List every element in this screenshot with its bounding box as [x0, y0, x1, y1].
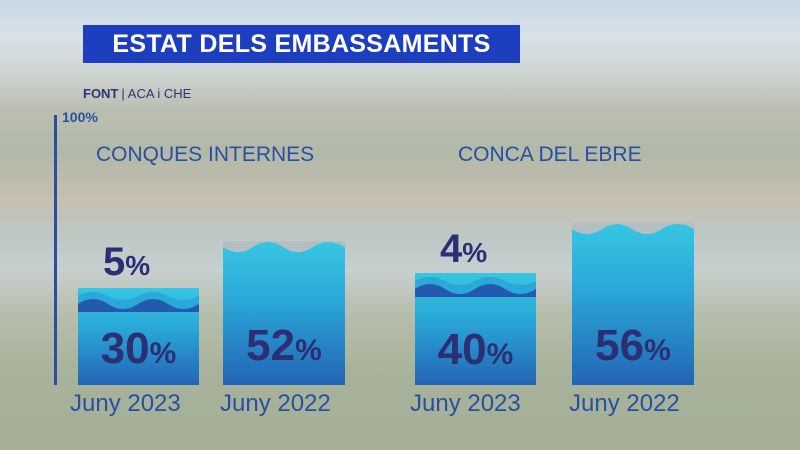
bar-ebre-2022: 56%	[572, 223, 694, 385]
page-title: ESTAT DELS EMBASSAMENTS	[83, 25, 520, 63]
bar-value: 52%	[223, 321, 345, 371]
bar-value: 40%	[415, 325, 536, 375]
bar-conques-2023: 30%	[78, 288, 199, 385]
y-axis-max-label: 100%	[62, 109, 98, 125]
bar-date-label: Juny 2023	[70, 390, 181, 417]
source-credit: FONT | ACA i CHE	[83, 86, 191, 101]
wave-icon	[415, 277, 536, 297]
drop-annotation-ebre: 4%	[440, 227, 487, 272]
bar-date-label: Juny 2022	[569, 390, 680, 417]
bar-date-label: Juny 2022	[220, 390, 331, 417]
y-axis-line	[54, 115, 57, 385]
source-value: ACA i CHE	[127, 86, 192, 101]
source-label: FONT	[83, 86, 119, 101]
title-text: ESTAT DELS EMBASSAMENTS	[112, 29, 491, 58]
basin-title-conques-internes: CONQUES INTERNES	[96, 143, 315, 166]
source-separator: |	[121, 86, 125, 101]
drop-value: 5	[103, 240, 126, 284]
drop-annotation-conques: 5%	[103, 240, 150, 285]
bar-unit: %	[486, 338, 514, 371]
bar-date-label: Juny 2023	[410, 390, 521, 417]
bar-number: 30	[100, 324, 150, 373]
drop-unit: %	[462, 237, 488, 268]
bar-number: 52	[246, 321, 296, 370]
wave-icon	[572, 223, 694, 234]
wave-icon	[78, 292, 199, 312]
wave-icon	[223, 241, 345, 252]
bar-unit: %	[149, 337, 177, 370]
bar-conques-2022: 52%	[223, 241, 345, 385]
bar-number: 40	[437, 325, 487, 374]
drop-value: 4	[440, 227, 463, 271]
bar-number: 56	[595, 321, 645, 370]
bar-ebre-2023: 40%	[415, 273, 536, 385]
bar-value: 56%	[572, 321, 694, 371]
basin-title-conca-del-ebre: CONCA DEL EBRE	[458, 143, 642, 166]
bar-unit: %	[644, 334, 671, 367]
drop-unit: %	[125, 250, 151, 281]
bar-value: 30%	[78, 324, 199, 374]
bar-unit: %	[295, 334, 322, 367]
